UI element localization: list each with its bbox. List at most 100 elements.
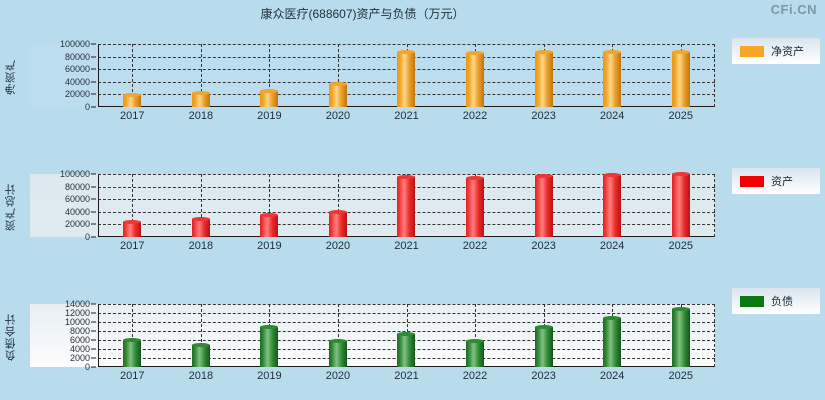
bar[interactable] <box>260 88 279 107</box>
y-tick-mark <box>91 236 96 238</box>
bar[interactable] <box>466 50 485 107</box>
legend-label: 净资产 <box>771 46 804 58</box>
bar[interactable] <box>123 219 142 237</box>
bar-cap <box>534 324 553 329</box>
bar[interactable] <box>260 212 279 237</box>
bar-body <box>260 214 279 237</box>
bar-series <box>98 172 715 237</box>
bar-slot <box>372 304 441 367</box>
bar-slot <box>304 44 373 107</box>
y-axis-title: 负债合计 <box>2 282 20 392</box>
plot-area <box>98 44 715 107</box>
x-tick-label: 2018 <box>188 240 214 252</box>
bar[interactable] <box>671 50 690 107</box>
y-tick-mark <box>91 223 96 225</box>
bar[interactable] <box>534 324 553 367</box>
y-tick-mark <box>91 173 96 175</box>
bar-cap <box>534 50 553 55</box>
bar[interactable] <box>123 93 142 107</box>
bar[interactable] <box>191 216 210 237</box>
y-axis-title-label: 净资产 <box>5 59 17 95</box>
bar[interactable] <box>123 338 142 367</box>
x-axis-labels: 2017 2018 2019 2020 2021 2022 2023 2024 2025 <box>98 370 715 386</box>
gridline-vertical <box>337 44 339 107</box>
bar-cap <box>397 332 416 337</box>
y-tick-mark <box>91 93 96 95</box>
bar[interactable] <box>534 50 553 107</box>
y-tick-label: 100000 <box>59 169 90 179</box>
bar-body <box>534 175 553 237</box>
bar-cap <box>191 216 210 221</box>
bar-cap <box>191 342 210 347</box>
bar[interactable] <box>328 339 347 367</box>
bar[interactable] <box>603 50 622 107</box>
plot-background <box>30 304 715 367</box>
y-tick-label: 60000 <box>64 64 90 75</box>
legend-net-assets[interactable]: 净资产 <box>732 38 820 64</box>
bar[interactable] <box>671 172 690 237</box>
y-tick-mark <box>91 198 96 200</box>
legend-liabilities[interactable]: 负债 <box>732 288 820 314</box>
bar-slot <box>235 304 304 367</box>
bar-slot <box>98 44 167 107</box>
y-tick-label: 100000 <box>59 39 90 49</box>
bar[interactable] <box>397 49 416 107</box>
y-axis-title-label: 负债合计 <box>5 313 17 361</box>
y-tick-mark <box>91 366 96 368</box>
x-tick-label: 2019 <box>257 370 282 382</box>
bar[interactable] <box>328 82 347 107</box>
panel-net-assets: 净资产 0 20000 40000 60000 80000 100000 2017 2018… <box>0 22 725 132</box>
bar-cap <box>397 49 416 54</box>
bar[interactable] <box>603 173 622 237</box>
plot-right-edge <box>714 174 715 237</box>
bar[interactable] <box>260 324 279 367</box>
bar-cap <box>671 172 690 176</box>
y-tick-mark <box>91 81 96 83</box>
panel-total-assets: 资产总计 0 20000 40000 60000 80000 100000 2017 201… <box>0 152 725 262</box>
bar-cap <box>260 212 279 217</box>
x-tick-label: 2018 <box>188 110 214 122</box>
bar-body <box>397 334 416 367</box>
y-tick-label: 40000 <box>64 76 90 87</box>
y-tick-label: 20000 <box>64 219 90 230</box>
bar[interactable] <box>603 316 622 367</box>
bar[interactable] <box>534 173 553 237</box>
bar[interactable] <box>328 209 347 237</box>
y-tick-mark <box>91 68 96 70</box>
y-tick-label: 0 <box>84 232 90 242</box>
y-tick-mark <box>91 339 96 341</box>
bar-cap <box>260 324 279 329</box>
legend-swatch <box>740 45 764 57</box>
x-axis-labels: 2017 2018 2019 2020 2021 2022 2023 2024 2025 <box>98 110 715 126</box>
bar[interactable] <box>191 342 210 367</box>
bar[interactable] <box>671 306 690 367</box>
gridline-vertical <box>132 44 134 107</box>
x-tick-label: 2025 <box>668 110 693 122</box>
bar-slot <box>509 173 578 237</box>
bar[interactable] <box>191 91 210 107</box>
x-tick-label: 2020 <box>325 110 351 122</box>
plot-background <box>30 44 715 107</box>
y-tick-mark <box>91 330 96 332</box>
bar-body <box>260 90 279 107</box>
bar[interactable] <box>466 176 485 237</box>
gridline-vertical <box>475 304 477 367</box>
y-axis-title: 净资产 <box>2 22 20 132</box>
bar[interactable] <box>397 332 416 367</box>
bar-slot <box>441 304 510 367</box>
x-tick-label: 2020 <box>325 370 351 382</box>
bar[interactable] <box>397 174 416 237</box>
bar-cap <box>466 50 485 55</box>
gridline-vertical <box>200 44 202 107</box>
y-tick-label: 10000 <box>64 317 90 327</box>
y-tick-label: 40000 <box>64 206 90 217</box>
legend-assets[interactable]: 资产 <box>732 168 820 194</box>
bar-body <box>466 341 485 367</box>
bar-cap <box>534 173 553 178</box>
bar[interactable] <box>466 339 485 367</box>
y-tick-label: 4000 <box>69 344 90 354</box>
x-tick-label: 2021 <box>394 370 419 382</box>
x-tick-label: 2019 <box>257 240 282 252</box>
bar-slot <box>167 174 236 237</box>
x-tick-label: 2024 <box>599 370 625 382</box>
